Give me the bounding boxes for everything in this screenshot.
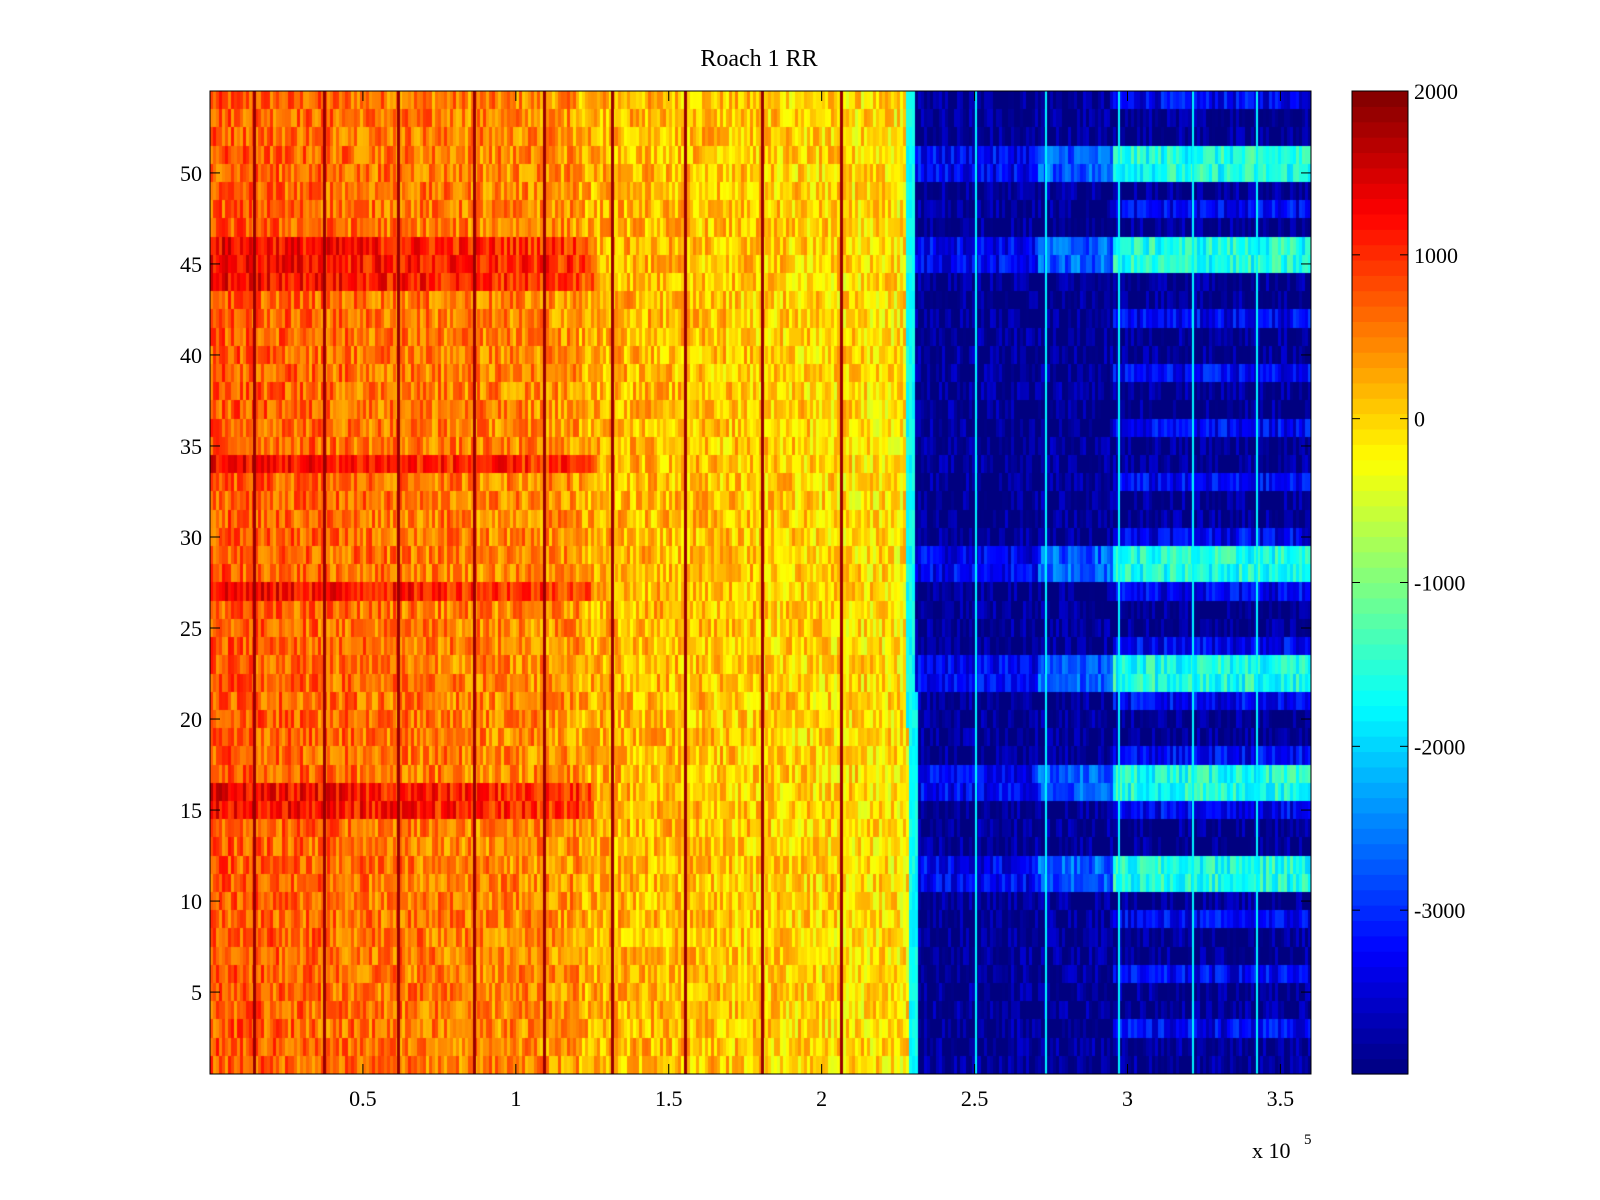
colorbar-swatch xyxy=(1352,336,1408,353)
y-tick-label: 40 xyxy=(180,343,202,368)
colorbar-swatch xyxy=(1352,659,1408,676)
colorbar-swatch xyxy=(1352,306,1408,322)
y-tick-label: 35 xyxy=(180,434,202,459)
colorbar-swatch xyxy=(1352,874,1408,891)
colorbar-swatch xyxy=(1352,597,1408,614)
y-tick-label: 50 xyxy=(180,161,202,186)
colorbar-swatch xyxy=(1352,920,1408,937)
colorbar-swatch xyxy=(1352,797,1408,814)
y-tick-label: 30 xyxy=(180,525,202,550)
y-tick-label: 20 xyxy=(180,707,202,732)
colorbar-swatch xyxy=(1352,720,1408,737)
x-exponent-power: 5 xyxy=(1304,1132,1312,1148)
x-tick-label: 2.5 xyxy=(961,1086,989,1111)
x-tick-label: 0.5 xyxy=(349,1086,377,1111)
y-tick-label: 25 xyxy=(180,616,202,641)
x-tick-label: 1 xyxy=(510,1086,521,1111)
colorbar-swatch xyxy=(1352,198,1408,215)
colorbar-swatch xyxy=(1352,474,1408,491)
colorbar-swatch xyxy=(1352,521,1408,538)
colorbar-swatch xyxy=(1352,966,1408,983)
colorbar-swatch xyxy=(1352,766,1408,783)
colorbar-swatch xyxy=(1352,259,1408,276)
colorbar-swatch xyxy=(1352,121,1408,138)
x-tick-label: 3 xyxy=(1122,1086,1133,1111)
colorbar-swatch xyxy=(1352,413,1408,430)
colorbar-swatch xyxy=(1352,613,1408,630)
colorbar-swatch xyxy=(1352,382,1408,399)
colorbar: 2000 1000 0 -1000 -2000 -3000 xyxy=(1351,79,1465,1075)
colorbar-tick-label: 2000 xyxy=(1414,79,1458,104)
colorbar-swatch xyxy=(1352,91,1408,107)
colorbar-swatch xyxy=(1352,705,1408,722)
y-tick-label: 15 xyxy=(180,798,202,823)
plot-frame xyxy=(209,90,1312,1075)
colorbar-swatch xyxy=(1352,275,1408,292)
colorbar-swatch xyxy=(1352,751,1408,768)
colorbar-swatch xyxy=(1352,690,1408,706)
colorbar-swatch xyxy=(1352,1027,1408,1044)
y-axis: 5 10 15 20 25 30 35 40 45 50 xyxy=(180,161,1311,1005)
heatmap-cells xyxy=(210,91,1311,1074)
y-tick-label: 5 xyxy=(191,980,202,1005)
colorbar-swatch xyxy=(1352,398,1408,415)
colorbar-swatch xyxy=(1352,674,1408,691)
colorbar-tick-label: 1000 xyxy=(1414,243,1458,268)
colorbar-swatch xyxy=(1352,1043,1408,1060)
colorbar-swatch xyxy=(1352,106,1408,123)
x-exponent-base: x 10 xyxy=(1252,1138,1291,1163)
colorbar-swatch xyxy=(1352,490,1408,507)
y-tick-label: 10 xyxy=(180,889,202,914)
colorbar-swatch xyxy=(1352,321,1408,338)
x-tick-label: 3.5 xyxy=(1267,1086,1295,1111)
colorbar-swatch xyxy=(1352,367,1408,384)
colorbar-swatch xyxy=(1352,183,1408,200)
heatmap-plot-area xyxy=(210,91,1311,1074)
colorbar-swatch xyxy=(1352,951,1408,968)
chart-title: Roach 1 RR xyxy=(700,46,817,72)
colorbar-swatch xyxy=(1352,229,1408,246)
colorbar-swatch xyxy=(1352,843,1408,860)
colorbar-swatch xyxy=(1352,643,1408,660)
x-axis: 0.5 1 1.5 2 2.5 3 3.5 xyxy=(349,91,1294,1111)
colorbar-swatch xyxy=(1352,137,1408,154)
colorbar-swatch xyxy=(1352,567,1408,584)
colorbar-swatch xyxy=(1352,459,1408,476)
colorbar-swatch xyxy=(1352,981,1408,998)
colorbar-tick-label: 0 xyxy=(1414,407,1425,432)
colorbar-swatch xyxy=(1352,551,1408,568)
colorbar-swatch xyxy=(1352,889,1408,906)
colorbar-tick-label: -3000 xyxy=(1414,898,1465,923)
colorbar-swatch xyxy=(1352,628,1408,645)
colorbar-swatch xyxy=(1352,736,1408,753)
y-tick-label: 45 xyxy=(180,252,202,277)
colorbar-swatch xyxy=(1352,290,1408,307)
colorbar-swatch xyxy=(1352,167,1408,184)
colorbar-tick-label: -1000 xyxy=(1414,571,1465,596)
colorbar-swatch xyxy=(1352,152,1408,169)
colorbar-tick-label: -2000 xyxy=(1414,734,1465,759)
x-tick-label: 2 xyxy=(816,1086,827,1111)
colorbar-swatch xyxy=(1352,812,1408,829)
colorbar-swatch xyxy=(1352,782,1408,799)
colorbar-swatch xyxy=(1352,828,1408,845)
colorbar-swatch xyxy=(1352,582,1408,599)
colorbar-swatch xyxy=(1352,1012,1408,1029)
colorbar-swatch xyxy=(1352,905,1408,922)
colorbar-swatch xyxy=(1352,352,1408,369)
colorbar-swatch xyxy=(1352,244,1408,261)
colorbar-swatch xyxy=(1352,997,1408,1014)
colorbar-swatch xyxy=(1352,858,1408,875)
colorbar-swatch xyxy=(1352,935,1408,952)
colorbar-swatch xyxy=(1352,536,1408,553)
colorbar-swatch xyxy=(1352,213,1408,230)
colorbar-swatch xyxy=(1352,444,1408,461)
x-tick-label: 1.5 xyxy=(655,1086,683,1111)
colorbar-swatch xyxy=(1352,1058,1408,1075)
colorbar-swatch xyxy=(1352,505,1408,522)
colorbar-swatch xyxy=(1352,428,1408,445)
